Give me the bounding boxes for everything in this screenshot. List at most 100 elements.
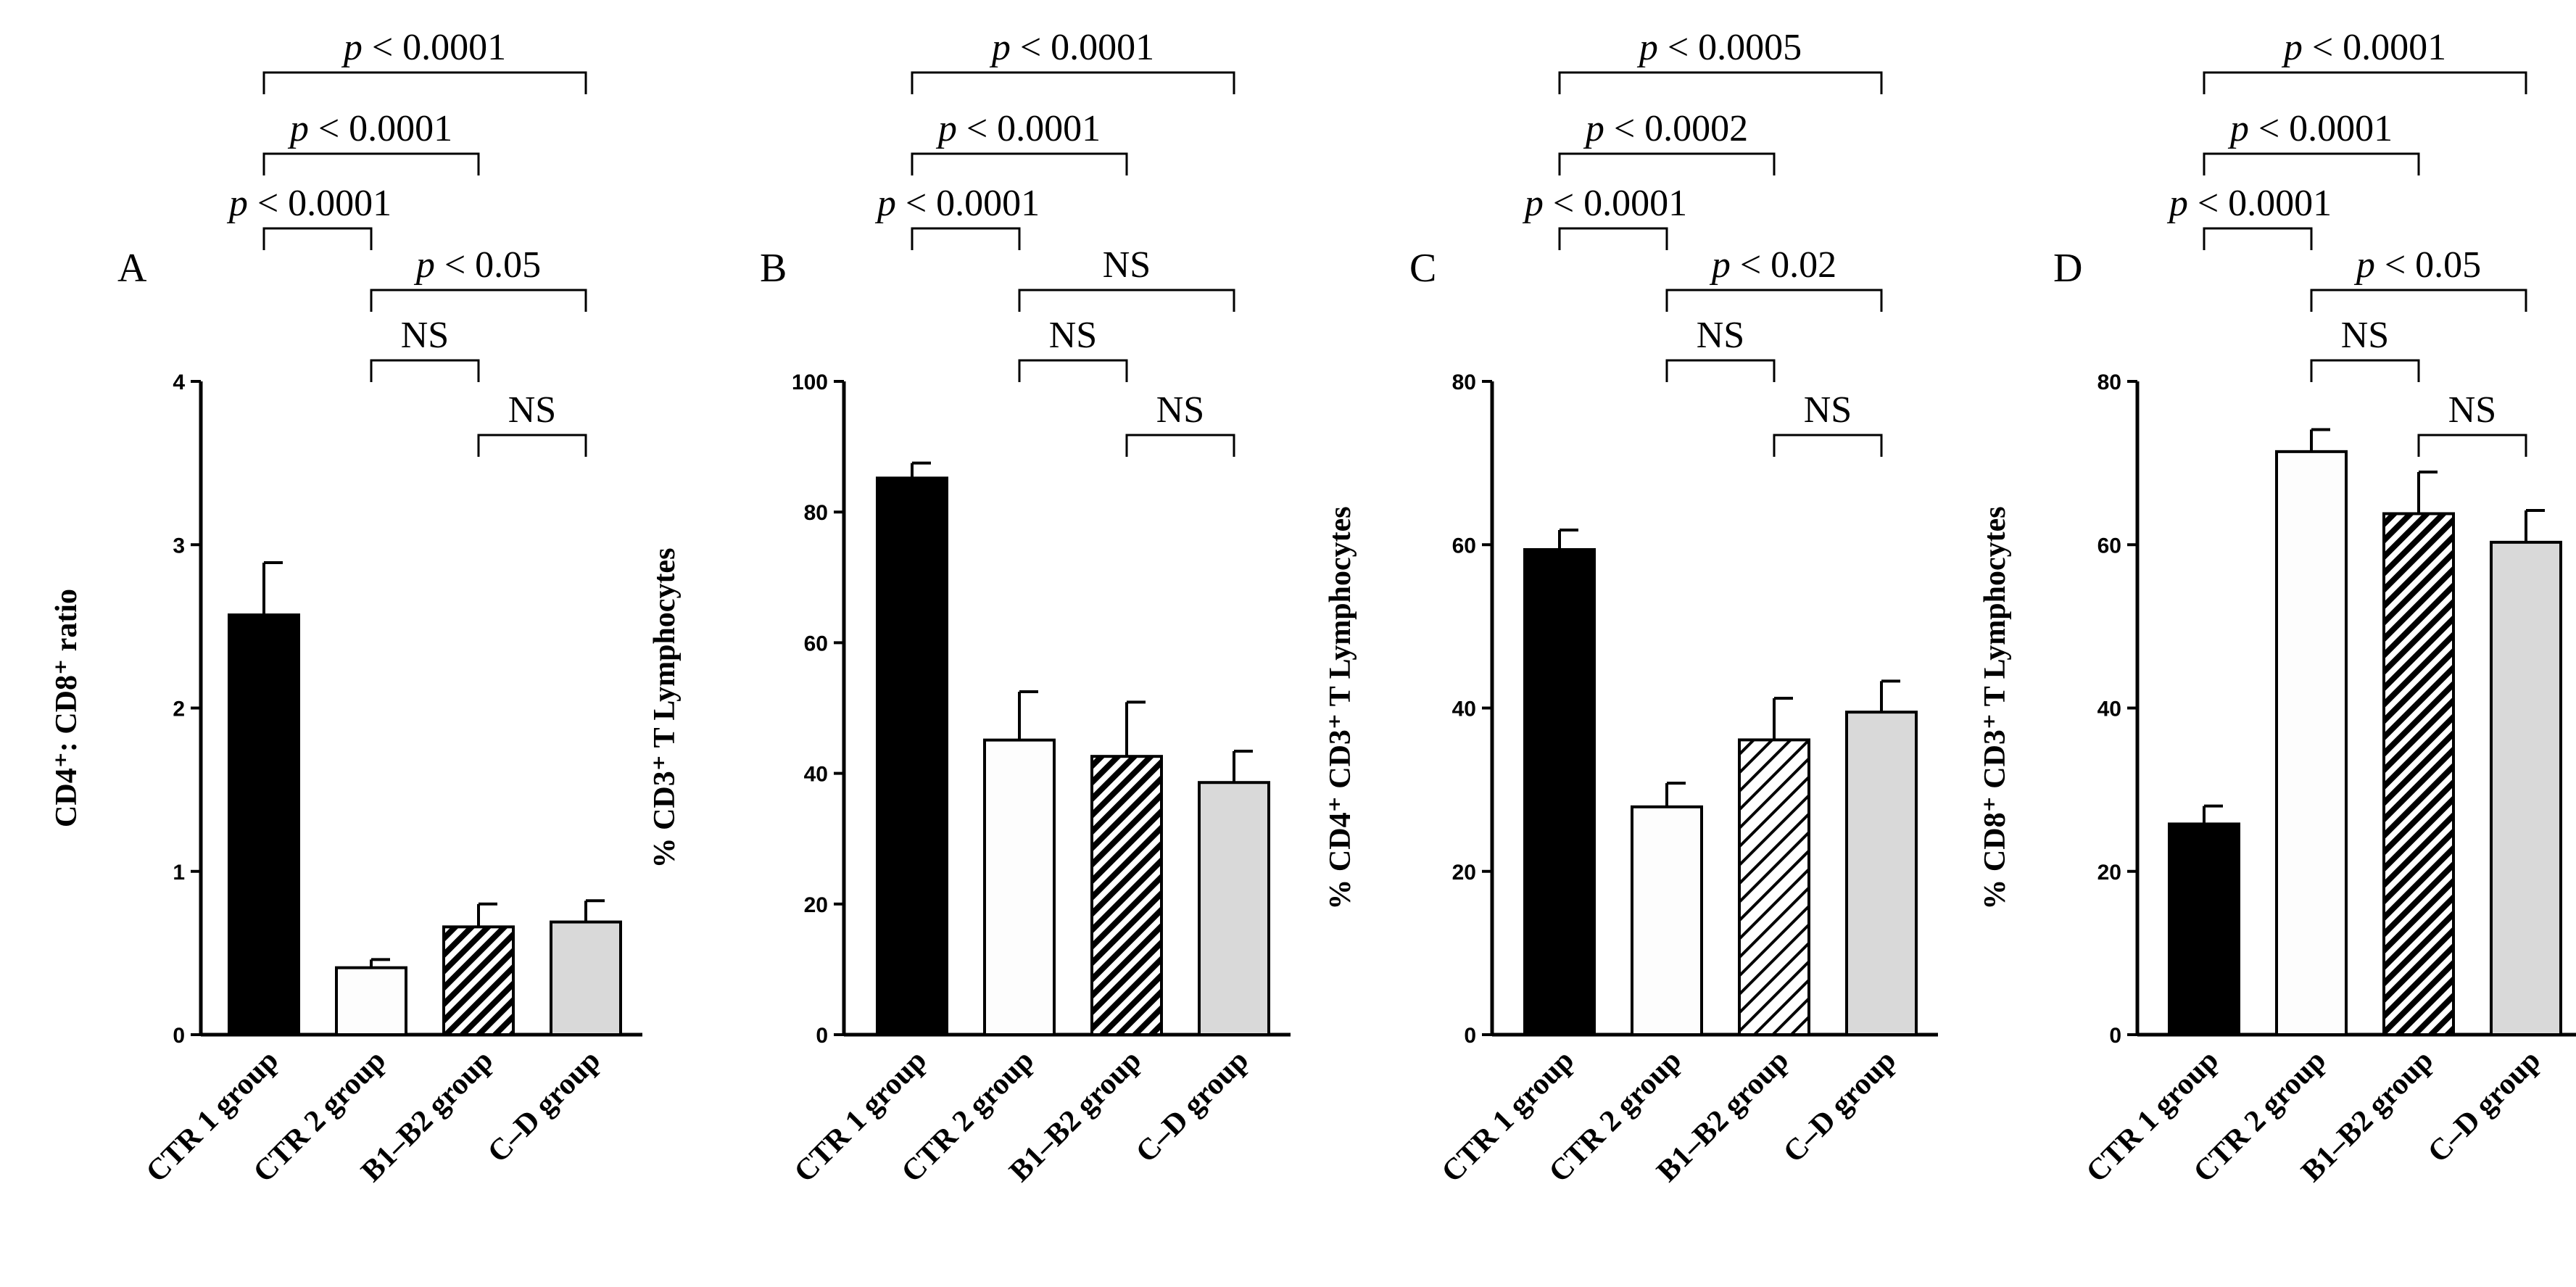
x-tick-label: C–D group — [1130, 1044, 1255, 1170]
y-tick-label: 60 — [1452, 534, 1476, 558]
significance-bracket — [262, 71, 587, 94]
significance-label: p < 0.0001 — [989, 27, 1154, 68]
significance-label: NS — [1804, 389, 1852, 431]
significance-label: p < 0.02 — [1709, 244, 1836, 286]
significance-label: NS — [1156, 389, 1204, 431]
significance-label: p < 0.0001 — [2227, 108, 2393, 149]
significance-bracket — [1665, 289, 1883, 312]
y-tick-label: 0 — [173, 1024, 185, 1048]
panel-letter: C — [1409, 246, 1436, 291]
y-tick-label: 80 — [2097, 371, 2121, 394]
significance-bracket — [2203, 71, 2527, 94]
significance-bracket — [2310, 359, 2420, 382]
significance-label: p < 0.0001 — [226, 183, 392, 224]
significance-label: p < 0.0001 — [874, 183, 1040, 224]
y-tick-label: 60 — [2097, 534, 2121, 558]
significance-bracket — [911, 227, 1021, 250]
y-tick-label: 40 — [804, 763, 828, 787]
y-tick-label: 20 — [1452, 861, 1476, 885]
significance-bracket — [2310, 289, 2527, 312]
significance-label: NS — [1049, 315, 1097, 356]
significance-bracket — [1558, 227, 1668, 250]
significance-label: p < 0.0002 — [1583, 108, 1748, 149]
significance-label: NS — [2448, 389, 2496, 431]
significance-bracket — [911, 152, 1128, 175]
panel-letter: B — [760, 246, 787, 291]
bar-ctr-1-group — [2168, 822, 2240, 1036]
significance-bracket — [262, 152, 480, 175]
significance-label: p < 0.0005 — [1636, 27, 1802, 68]
x-tick-label: C–D group — [2422, 1044, 2547, 1170]
y-tick-label: 0 — [1464, 1024, 1476, 1048]
y-axis-label: % CD8⁺ CD3⁺ T Lymphocytes — [1979, 506, 2012, 909]
significance-bracket — [370, 289, 587, 312]
significance-bracket — [1018, 359, 1128, 382]
significance-bracket — [477, 434, 587, 457]
y-tick-label: 100 — [792, 371, 828, 394]
bar-ctr-1-group — [876, 476, 948, 1036]
bar-b1-b2-group — [442, 925, 515, 1036]
bar-c-d-group — [550, 920, 622, 1037]
y-tick-label: 1 — [173, 861, 185, 885]
y-tick-label: 20 — [2097, 861, 2121, 885]
bar-b1-b2-group — [1738, 738, 1810, 1037]
y-tick-label: 80 — [804, 501, 828, 525]
significance-label: NS — [2341, 315, 2389, 356]
significance-label: p < 0.0001 — [935, 108, 1101, 149]
y-axis-label: % CD3⁺ T Lymphocytes — [648, 548, 682, 869]
significance-label: p < 0.05 — [2353, 244, 2481, 286]
significance-bracket — [2417, 434, 2527, 457]
y-axis-label: % CD4⁺ CD3⁺ T Lymphocytes — [1324, 506, 1357, 909]
y-tick-label: 2 — [173, 698, 185, 721]
significance-bracket — [1558, 71, 1883, 94]
x-tick-label: C–D group — [1777, 1044, 1902, 1170]
panel-letter: D — [2053, 246, 2082, 291]
significance-bracket — [911, 71, 1235, 94]
significance-label: p < 0.05 — [413, 244, 541, 286]
panel-letter: A — [117, 246, 147, 291]
bar-b1-b2-group — [2382, 512, 2455, 1036]
x-tick-label: C–D group — [481, 1044, 607, 1170]
bar-ctr-2-group — [1631, 805, 1703, 1036]
significance-bracket — [262, 227, 373, 250]
bar-c-d-group — [1845, 711, 1918, 1036]
y-tick-label: 4 — [173, 371, 185, 394]
significance-label: NS — [508, 389, 556, 431]
y-tick-label: 40 — [2097, 698, 2121, 721]
y-tick-label: 20 — [804, 893, 828, 917]
significance-bracket — [1665, 359, 1776, 382]
significance-bracket — [1773, 434, 1883, 457]
significance-bracket — [2203, 152, 2420, 175]
y-tick-label: 0 — [816, 1024, 828, 1048]
significance-label: p < 0.0001 — [2281, 27, 2446, 68]
bar-ctr-1-group — [1523, 548, 1596, 1036]
y-tick-label: 60 — [804, 632, 828, 655]
significance-bracket — [2203, 227, 2313, 250]
bar-b1-b2-group — [1090, 755, 1163, 1036]
y-tick-label: 3 — [173, 534, 185, 558]
bar-ctr-2-group — [2275, 450, 2348, 1036]
bar-ctr-1-group — [228, 613, 300, 1036]
y-axis-label: CD4⁺: CD8⁺ ratio — [50, 589, 83, 827]
bar-c-d-group — [2490, 540, 2562, 1036]
y-tick-label: 40 — [1452, 698, 1476, 721]
bar-ctr-2-group — [983, 738, 1056, 1036]
y-tick-label: 80 — [1452, 371, 1476, 394]
significance-label: p < 0.0001 — [341, 27, 506, 68]
significance-label: NS — [1103, 244, 1151, 286]
significance-label: p < 0.0001 — [287, 108, 452, 149]
significance-bracket — [1558, 152, 1776, 175]
bar-ctr-2-group — [335, 966, 407, 1036]
significance-bracket — [1018, 289, 1235, 312]
significance-label: p < 0.0001 — [2166, 183, 2332, 224]
significance-label: NS — [1697, 315, 1744, 356]
bar-c-d-group — [1198, 781, 1270, 1036]
significance-bracket — [370, 359, 480, 382]
significance-label: NS — [401, 315, 449, 356]
y-tick-label: 0 — [2109, 1024, 2121, 1048]
